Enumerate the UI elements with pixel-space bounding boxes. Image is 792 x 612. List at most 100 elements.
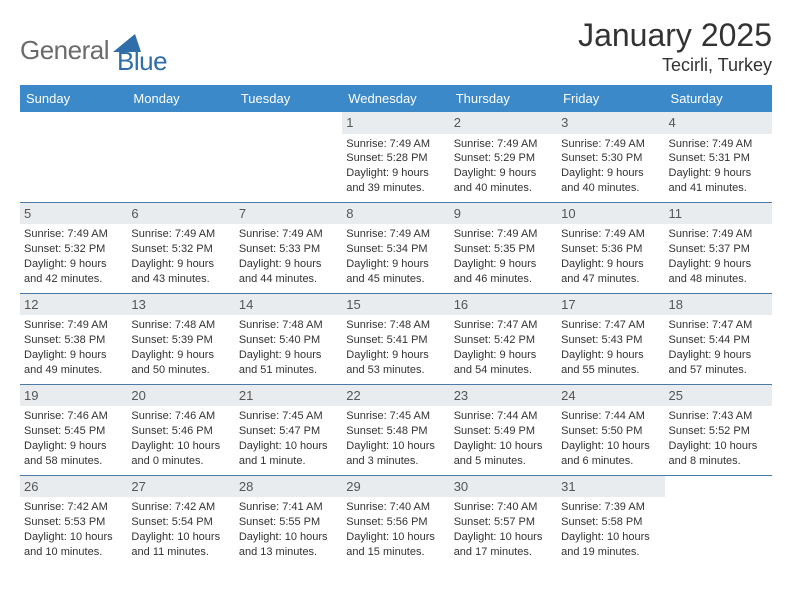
cell-info-line: Sunrise: 7:45 AM <box>239 409 338 424</box>
calendar-cell: . <box>665 475 772 565</box>
cell-info-line: Sunset: 5:32 PM <box>131 242 230 257</box>
cell-info-line: and 19 minutes. <box>561 545 660 560</box>
cell-info-line: Sunset: 5:29 PM <box>454 151 553 166</box>
calendar-cell: 15Sunrise: 7:48 AMSunset: 5:41 PMDayligh… <box>342 293 449 384</box>
day-number: 10 <box>557 203 664 225</box>
weekday-header: Monday <box>127 85 234 112</box>
cell-info-line: Sunrise: 7:49 AM <box>561 227 660 242</box>
cell-info-line: and 5 minutes. <box>454 454 553 469</box>
calendar-cell: 7Sunrise: 7:49 AMSunset: 5:33 PMDaylight… <box>235 202 342 293</box>
cell-info-line: and 44 minutes. <box>239 272 338 287</box>
calendar-cell: . <box>235 112 342 202</box>
cell-info-line: Sunrise: 7:48 AM <box>131 318 230 333</box>
brand-part2: Blue <box>117 46 167 77</box>
cell-info-line: Daylight: 10 hours <box>561 530 660 545</box>
day-number: 26 <box>20 476 127 498</box>
weekday-header: Tuesday <box>235 85 342 112</box>
cell-info-line: Daylight: 9 hours <box>561 257 660 272</box>
cell-info-line: Sunset: 5:47 PM <box>239 424 338 439</box>
cell-info-line: Sunset: 5:43 PM <box>561 333 660 348</box>
cell-info-line: Daylight: 10 hours <box>669 439 768 454</box>
cell-info-line: Daylight: 9 hours <box>346 257 445 272</box>
cell-info-line: and 39 minutes. <box>346 181 445 196</box>
cell-info-line: Daylight: 10 hours <box>561 439 660 454</box>
day-number: 24 <box>557 385 664 407</box>
weekday-header: Saturday <box>665 85 772 112</box>
location-subtitle: Tecirli, Turkey <box>578 55 772 76</box>
calendar-page: General Blue January 2025 Tecirli, Turke… <box>0 0 792 612</box>
cell-info-line: and 0 minutes. <box>131 454 230 469</box>
calendar-cell: 20Sunrise: 7:46 AMSunset: 5:46 PMDayligh… <box>127 384 234 475</box>
cell-info-line: Sunrise: 7:48 AM <box>239 318 338 333</box>
cell-info-line: Daylight: 9 hours <box>24 439 123 454</box>
cell-info-line: Daylight: 9 hours <box>669 166 768 181</box>
cell-info-line: Sunrise: 7:45 AM <box>346 409 445 424</box>
day-number: 28 <box>235 476 342 498</box>
calendar-cell: 10Sunrise: 7:49 AMSunset: 5:36 PMDayligh… <box>557 202 664 293</box>
weekday-header: Thursday <box>450 85 557 112</box>
cell-info-line: Daylight: 10 hours <box>239 439 338 454</box>
calendar-cell: 4Sunrise: 7:49 AMSunset: 5:31 PMDaylight… <box>665 112 772 202</box>
cell-info-line: and 55 minutes. <box>561 363 660 378</box>
cell-info-line: Sunrise: 7:49 AM <box>346 137 445 152</box>
calendar-cell: 5Sunrise: 7:49 AMSunset: 5:32 PMDaylight… <box>20 202 127 293</box>
cell-info-line: and 53 minutes. <box>346 363 445 378</box>
cell-info-line: and 11 minutes. <box>131 545 230 560</box>
cell-info-line: Sunset: 5:32 PM <box>24 242 123 257</box>
cell-info-line: Sunrise: 7:49 AM <box>346 227 445 242</box>
day-number: 18 <box>665 294 772 316</box>
cell-info-line: Daylight: 9 hours <box>669 348 768 363</box>
cell-info-line: Daylight: 10 hours <box>454 530 553 545</box>
cell-info-line: Sunrise: 7:44 AM <box>454 409 553 424</box>
cell-info-line: Sunset: 5:28 PM <box>346 151 445 166</box>
cell-info-line: and 3 minutes. <box>346 454 445 469</box>
cell-info-line: and 48 minutes. <box>669 272 768 287</box>
day-number: 15 <box>342 294 449 316</box>
calendar-cell: 13Sunrise: 7:48 AMSunset: 5:39 PMDayligh… <box>127 293 234 384</box>
cell-info-line: Sunrise: 7:49 AM <box>669 137 768 152</box>
cell-info-line: Daylight: 9 hours <box>131 348 230 363</box>
day-number: 30 <box>450 476 557 498</box>
cell-info-line: Sunrise: 7:48 AM <box>346 318 445 333</box>
calendar-cell: . <box>20 112 127 202</box>
cell-info-line: and 10 minutes. <box>24 545 123 560</box>
cell-info-line: and 40 minutes. <box>454 181 553 196</box>
day-number: 11 <box>665 203 772 225</box>
cell-info-line: Daylight: 10 hours <box>131 530 230 545</box>
cell-info-line: and 41 minutes. <box>669 181 768 196</box>
cell-info-line: Sunrise: 7:46 AM <box>131 409 230 424</box>
calendar-cell: 8Sunrise: 7:49 AMSunset: 5:34 PMDaylight… <box>342 202 449 293</box>
cell-info-line: and 50 minutes. <box>131 363 230 378</box>
cell-info-line: Daylight: 9 hours <box>454 166 553 181</box>
cell-info-line: and 6 minutes. <box>561 454 660 469</box>
calendar-header-row: Sunday Monday Tuesday Wednesday Thursday… <box>20 85 772 112</box>
day-number: 22 <box>342 385 449 407</box>
calendar-cell: 9Sunrise: 7:49 AMSunset: 5:35 PMDaylight… <box>450 202 557 293</box>
cell-info-line: Sunset: 5:55 PM <box>239 515 338 530</box>
calendar-cell: 29Sunrise: 7:40 AMSunset: 5:56 PMDayligh… <box>342 475 449 565</box>
calendar-cell: 11Sunrise: 7:49 AMSunset: 5:37 PMDayligh… <box>665 202 772 293</box>
cell-info-line: Daylight: 9 hours <box>239 257 338 272</box>
cell-info-line: Sunrise: 7:41 AM <box>239 500 338 515</box>
cell-info-line: Sunset: 5:41 PM <box>346 333 445 348</box>
weekday-header: Sunday <box>20 85 127 112</box>
calendar-cell: . <box>127 112 234 202</box>
cell-info-line: Daylight: 9 hours <box>561 348 660 363</box>
cell-info-line: Sunrise: 7:49 AM <box>239 227 338 242</box>
calendar-cell: 27Sunrise: 7:42 AMSunset: 5:54 PMDayligh… <box>127 475 234 565</box>
cell-info-line: Sunset: 5:49 PM <box>454 424 553 439</box>
cell-info-line: and 42 minutes. <box>24 272 123 287</box>
calendar-cell: 2Sunrise: 7:49 AMSunset: 5:29 PMDaylight… <box>450 112 557 202</box>
cell-info-line: Sunrise: 7:49 AM <box>131 227 230 242</box>
cell-info-line: Sunset: 5:57 PM <box>454 515 553 530</box>
day-number: 13 <box>127 294 234 316</box>
day-number: 12 <box>20 294 127 316</box>
cell-info-line: Sunset: 5:31 PM <box>669 151 768 166</box>
cell-info-line: Sunset: 5:34 PM <box>346 242 445 257</box>
cell-info-line: Daylight: 9 hours <box>24 348 123 363</box>
cell-info-line: Daylight: 10 hours <box>131 439 230 454</box>
cell-info-line: Sunset: 5:56 PM <box>346 515 445 530</box>
cell-info-line: Sunset: 5:50 PM <box>561 424 660 439</box>
weekday-header: Friday <box>557 85 664 112</box>
cell-info-line: Sunset: 5:44 PM <box>669 333 768 348</box>
